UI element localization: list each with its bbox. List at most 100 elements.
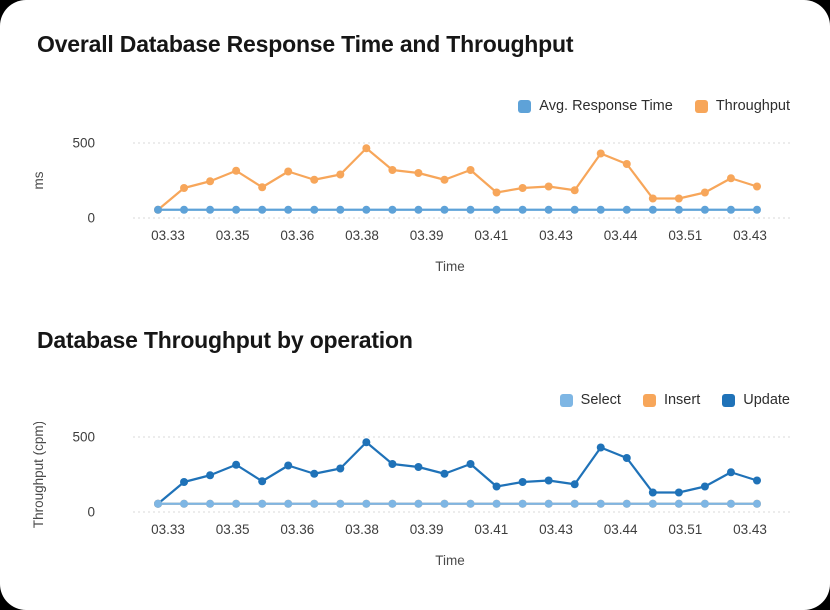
- series-select-point: [518, 499, 527, 508]
- series-avg-response-time-point: [596, 205, 605, 214]
- series-avg-response-time-point: [700, 205, 709, 214]
- series-update-point: [622, 454, 631, 462]
- series-update-point: [258, 477, 267, 486]
- series-throughput-point: [596, 149, 605, 158]
- series-throughput-point: [258, 183, 267, 192]
- x-tick-label: 03.33: [151, 228, 185, 243]
- series-select-point: [414, 499, 423, 508]
- x-tick-label: 03.39: [410, 522, 444, 537]
- legend-label: Throughput: [715, 98, 790, 114]
- series-select-point: [388, 499, 397, 508]
- series-update-point: [362, 438, 371, 447]
- x-tick-label: 03.43: [539, 228, 573, 243]
- series-throughput-point: [753, 182, 761, 191]
- series-avg-response-time-point: [362, 205, 371, 214]
- series-update-point: [544, 476, 553, 485]
- series-select-point: [596, 499, 605, 508]
- x-tick-label: 03.39: [410, 228, 444, 243]
- x-axis-label: Time: [435, 259, 465, 274]
- series-throughput-point: [492, 188, 501, 197]
- series-update-point: [310, 469, 319, 478]
- legend-item-avg-response-time[interactable]: Avg. Response Time: [518, 98, 673, 114]
- series-throughput-point: [310, 175, 319, 184]
- y-tick-label: 0: [87, 505, 95, 520]
- x-tick-label: 03.51: [668, 228, 702, 243]
- series-update: [154, 438, 761, 508]
- series-update-point: [440, 469, 449, 478]
- legend-throughput-by-operation: Select Insert Update: [559, 392, 790, 408]
- series-update-point: [180, 478, 189, 486]
- legend-label: Avg. Response Time: [539, 98, 673, 114]
- series-avg-response-time-point: [336, 205, 345, 214]
- series-throughput-point: [206, 177, 215, 186]
- chart-title-throughput-by-operation: Database Throughput by operation: [37, 327, 413, 353]
- line-chart-throughput-by-operation[interactable]: 0 500 Throughput (cpm) 03.33 03.35 03.36 03.38…: [0, 422, 830, 577]
- series-update-point: [466, 460, 475, 468]
- series-throughput-point: [232, 166, 241, 175]
- series-avg-response-time-point: [622, 205, 631, 214]
- series-throughput: [154, 144, 761, 214]
- series-update-point: [518, 478, 527, 486]
- series-throughput-line: [156, 147, 759, 211]
- series-update-point: [492, 482, 501, 491]
- series-select-point: [544, 499, 553, 508]
- series-avg-response-time-point: [753, 205, 761, 214]
- legend-item-insert[interactable]: Insert: [642, 392, 701, 408]
- series-select-point: [154, 499, 162, 508]
- x-tick-label: 03.44: [604, 228, 638, 243]
- line-chart-response-throughput[interactable]: 0 500 ms 03.33 03.35 03.36 03.38 03.39 03.41 03.4…: [0, 128, 830, 283]
- series-avg-response-time-point: [154, 205, 162, 214]
- x-tick-label: 03.35: [216, 228, 250, 243]
- series-throughput-point: [388, 166, 397, 174]
- series-select-point: [284, 499, 293, 508]
- series-throughput-point: [570, 186, 579, 195]
- series-avg-response-time-point: [440, 205, 449, 214]
- series-select: [154, 499, 761, 508]
- legend-item-update[interactable]: Update: [722, 392, 790, 408]
- series-avg-response-time-point: [180, 205, 189, 214]
- x-tick-label: 03.43: [733, 522, 767, 537]
- series-avg-response-time-point: [310, 205, 319, 214]
- series-throughput-point: [466, 166, 475, 174]
- series-update-point: [726, 468, 735, 477]
- insert-swatch-icon: [642, 393, 656, 407]
- series-update-point: [232, 460, 241, 469]
- x-axis-label: Time: [435, 553, 465, 568]
- series-avg-response-time-point: [544, 205, 553, 214]
- series-update-point: [414, 463, 423, 471]
- legend-item-select[interactable]: Select: [559, 392, 621, 408]
- x-tick-label: 03.43: [539, 522, 573, 537]
- series-select-point: [180, 499, 189, 508]
- series-select-point: [362, 499, 371, 508]
- series-throughput-point: [674, 194, 683, 203]
- series-avg-response-time-point: [518, 205, 527, 214]
- series-throughput-point: [622, 160, 631, 168]
- series-update-point: [753, 476, 761, 485]
- series-avg-response-time-point: [388, 205, 397, 214]
- x-tick-label: 03.33: [151, 522, 185, 537]
- series-update-line: [156, 441, 759, 505]
- series-select-point: [206, 499, 215, 508]
- series-select-point: [440, 499, 449, 508]
- series-throughput-point: [518, 184, 527, 192]
- legend-item-throughput[interactable]: Throughput: [694, 98, 790, 114]
- y-tick-label: 500: [72, 430, 95, 445]
- series-throughput-point: [336, 170, 345, 179]
- series-select-point: [466, 499, 475, 508]
- series-update-point: [206, 471, 215, 480]
- series-update-point: [648, 488, 657, 497]
- avg-response-time-swatch-icon: [518, 99, 532, 113]
- legend-response-throughput: Avg. Response Time Throughput: [518, 98, 790, 114]
- series-select-point: [310, 499, 319, 508]
- legend-label: Update: [743, 392, 790, 408]
- legend-label: Insert: [663, 392, 701, 408]
- series-select-point: [700, 499, 709, 508]
- series-update-point: [674, 488, 683, 497]
- series-select-point: [674, 499, 683, 508]
- series-throughput-point: [440, 175, 449, 184]
- series-update-point: [570, 480, 579, 489]
- series-avg-response-time-point: [414, 205, 423, 214]
- series-select-point: [753, 499, 761, 508]
- series-avg-response-time-point: [674, 205, 683, 214]
